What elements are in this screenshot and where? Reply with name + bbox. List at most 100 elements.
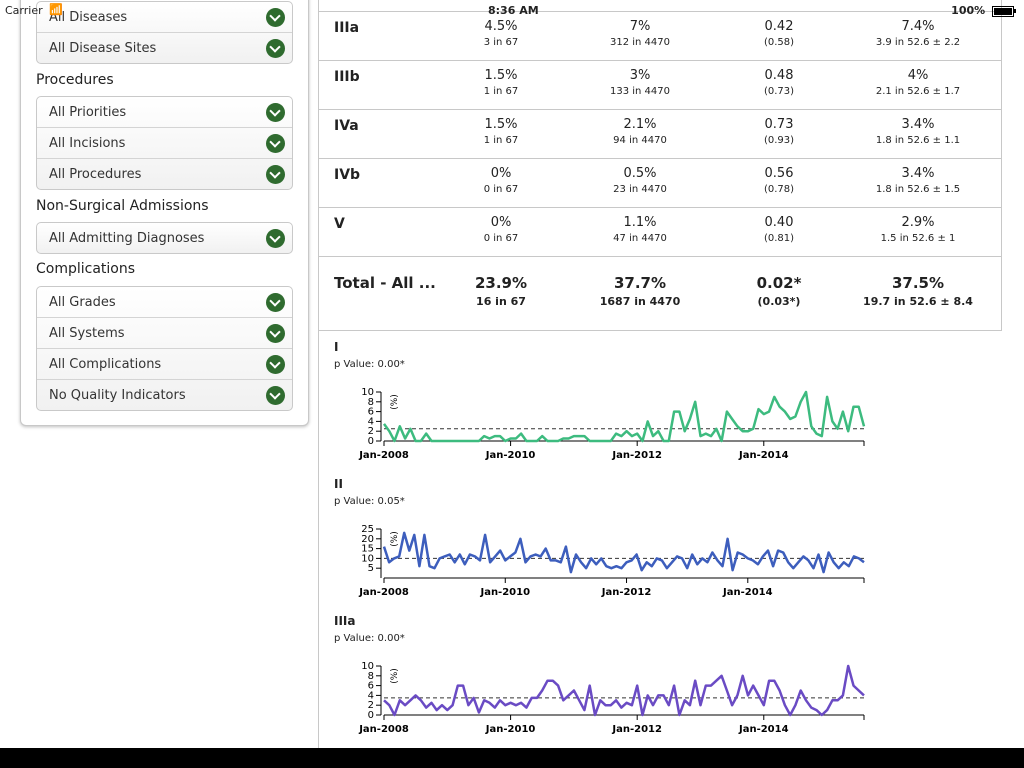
row-divider: [318, 60, 1002, 61]
expected-rate: 4%: [907, 68, 929, 83]
y-tick-label: 0: [368, 436, 374, 447]
x-tick-label: Jan-2012: [601, 587, 652, 598]
filter-all-complications[interactable]: All Complications: [37, 349, 292, 380]
row-divider: [318, 330, 1002, 331]
chevron-down-icon[interactable]: [266, 229, 285, 248]
x-tick-label: Jan-2010: [485, 450, 536, 461]
chevron-down-icon[interactable]: [266, 39, 285, 58]
filter-all-grades[interactable]: All Grades: [37, 287, 292, 318]
series-line: [383, 664, 865, 717]
filter-all-disease-sites[interactable]: All Disease Sites: [37, 33, 292, 63]
y-tick-label: 4: [368, 690, 374, 701]
x-tick-label: Jan-2008: [358, 724, 409, 735]
p-value: 0.73: [764, 117, 794, 132]
chevron-down-icon[interactable]: [266, 293, 285, 312]
benchmark-rate: 3%: [629, 68, 651, 83]
series-line: [382, 390, 866, 443]
section-title-non-surgical: Non-Surgical Admissions: [36, 198, 209, 214]
filter-all-admitting-diagnoses[interactable]: All Admitting Diagnoses: [37, 223, 292, 253]
p-value-adjusted: (0.73): [763, 86, 795, 97]
y-tick-label: 5: [368, 563, 374, 574]
benchmark-count: 94 in 4470: [613, 135, 667, 146]
benchmark-rate: 2.1%: [623, 117, 657, 132]
p-value-adjusted: (0.03*): [757, 295, 801, 308]
unit-rate: 4.5%: [484, 19, 518, 34]
filter-quality-indicators[interactable]: No Quality Indicators: [37, 380, 292, 410]
row-divider: [318, 207, 1002, 208]
x-tick-label: Jan-2012: [611, 724, 662, 735]
benchmark-count: 47 in 4470: [613, 233, 667, 244]
chart-p-value: p Value: 0.00*: [334, 359, 405, 370]
expected-count: 1.5 in 52.6 ± 1: [880, 233, 956, 244]
table-right-border: [1001, 0, 1002, 330]
benchmark-count: 1687 in 4470: [599, 295, 681, 308]
x-tick-label: Jan-2014: [738, 450, 789, 461]
y-axis-label: (%): [390, 394, 400, 410]
y-tick-label: 8: [368, 671, 374, 682]
row-divider: [318, 256, 1002, 257]
filter-all-procedures[interactable]: All Procedures: [37, 159, 292, 189]
panel-divider: [318, 0, 319, 748]
filter-label: All Diseases: [49, 10, 128, 25]
expected-rate: 37.5%: [891, 274, 945, 292]
benchmark-count: 312 in 4470: [609, 37, 670, 48]
expected-count: 1.8 in 52.6 ± 1.5: [875, 184, 961, 195]
expected-count: 19.7 in 52.6 ± 8.4: [863, 295, 973, 308]
grade-label: V: [334, 216, 345, 232]
chevron-down-icon[interactable]: [266, 103, 285, 122]
y-tick-label: 2: [368, 426, 374, 437]
complications-filter-group: All Grades All Systems All Complications…: [36, 286, 293, 411]
chevron-down-icon[interactable]: [266, 355, 285, 374]
grade-label: IIIb: [334, 69, 360, 85]
series-line: [382, 531, 865, 574]
chevron-down-icon[interactable]: [266, 165, 285, 184]
filter-label: All Admitting Diagnoses: [49, 231, 205, 246]
expected-rate: 7.4%: [901, 19, 935, 34]
y-tick-label: 25: [361, 524, 374, 535]
unit-rate: 1.5%: [484, 117, 518, 132]
grade-label: IIIa: [334, 20, 360, 36]
filter-all-priorities[interactable]: All Priorities: [37, 97, 292, 128]
x-tick-label: Jan-2008: [358, 587, 409, 598]
benchmark-rate: 37.7%: [613, 274, 667, 292]
chevron-down-icon[interactable]: [266, 8, 285, 27]
filter-all-incisions[interactable]: All Incisions: [37, 128, 292, 159]
disease-filter-group: All Diseases All Disease Sites: [36, 1, 293, 64]
y-tick-label: 6: [368, 681, 374, 692]
p-value-adjusted: (0.93): [763, 135, 795, 146]
x-tick-label: Jan-2014: [722, 587, 773, 598]
row-divider: [318, 158, 1002, 159]
x-tick-label: Jan-2010: [479, 587, 530, 598]
filter-all-diseases[interactable]: All Diseases: [37, 2, 292, 33]
y-tick-label: 20: [361, 534, 374, 545]
filter-label: All Systems: [49, 326, 125, 341]
section-title-procedures: Procedures: [36, 72, 114, 88]
chevron-down-icon[interactable]: [266, 134, 285, 153]
admissions-filter-group: All Admitting Diagnoses: [36, 222, 293, 254]
expected-count: 3.9 in 52.6 ± 2.2: [875, 37, 961, 48]
chevron-down-icon[interactable]: [266, 386, 285, 405]
p-value-adjusted: (0.78): [763, 184, 795, 195]
x-tick-label: Jan-2014: [738, 724, 789, 735]
unit-rate: 0%: [490, 215, 512, 230]
p-value: 0.40: [764, 215, 794, 230]
chart-title: I: [334, 340, 339, 354]
chart-p-value: p Value: 0.05*: [334, 496, 405, 507]
y-tick-label: 8: [368, 397, 374, 408]
procedures-filter-group: All Priorities All Incisions All Procedu…: [36, 96, 293, 190]
filter-all-systems[interactable]: All Systems: [37, 318, 292, 349]
chevron-down-icon[interactable]: [266, 324, 285, 343]
benchmark-count: 23 in 4470: [613, 184, 667, 195]
p-value: 0.02*: [756, 274, 802, 292]
expected-rate: 3.4%: [901, 117, 935, 132]
expected-count: 1.8 in 52.6 ± 1.1: [875, 135, 961, 146]
y-axis-label: (%): [390, 531, 400, 547]
expected-count: 2.1 in 52.6 ± 1.7: [875, 86, 961, 97]
x-tick-label: Jan-2012: [611, 450, 662, 461]
expected-rate: 3.4%: [901, 166, 935, 181]
carrier-label: Carrier: [5, 4, 43, 17]
bottom-bar: [0, 748, 1024, 768]
row-divider: [318, 109, 1002, 110]
filter-label: All Procedures: [49, 167, 142, 182]
